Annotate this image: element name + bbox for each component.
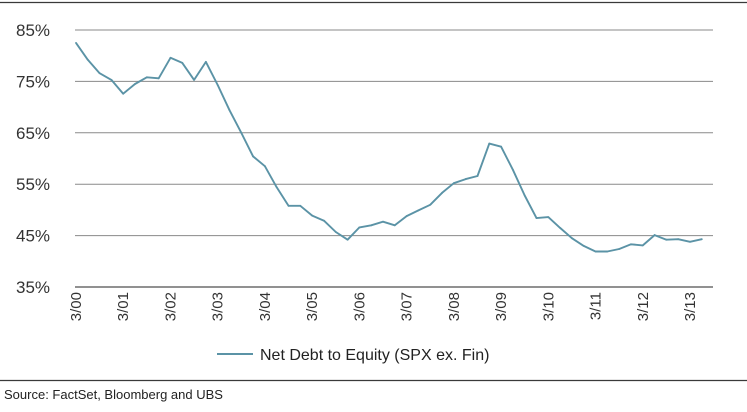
data-point [240, 131, 243, 134]
data-point [452, 182, 455, 185]
data-point [75, 41, 77, 44]
y-axis-labels: 85% 75% 65% 55% 45% 35% [16, 21, 50, 297]
x-tick-label: 3/04 [257, 292, 274, 321]
y-tick-label: 65% [16, 124, 50, 143]
data-point [500, 145, 502, 148]
x-tick-label: 3/10 [540, 292, 557, 321]
data-point [323, 219, 325, 222]
x-tick-label: 3/05 [304, 292, 321, 321]
data-point [523, 194, 526, 197]
data-point [464, 178, 467, 180]
data-point [405, 215, 408, 217]
x-tick-label: 3/07 [399, 292, 416, 321]
y-tick-label: 35% [16, 278, 50, 297]
data-point [630, 243, 632, 246]
data-point [311, 214, 314, 217]
data-point [618, 248, 621, 250]
x-tick-label: 3/00 [68, 292, 85, 321]
gridlines [75, 29, 713, 288]
line-chart: 85%75%65%55%45%35% 3/00 3/01 3/02 3/03 3/04 3… [0, 1, 747, 382]
y-tick-label: 55% [16, 175, 50, 194]
legend-label: Net Debt to Equity (SPX ex. Fin) [260, 347, 489, 364]
x-tick-label: 3/01 [115, 292, 132, 321]
x-axis-labels: 3/00 3/01 3/02 3/03 3/04 3/05 3/06 3/07 3/08 3/09… [68, 292, 699, 321]
data-point [582, 244, 585, 247]
y-tick-label: 75% [16, 72, 50, 91]
data-point [204, 60, 207, 63]
data-point [169, 56, 172, 59]
data-point [287, 204, 290, 207]
data-point [145, 76, 148, 79]
x-tick-label: 3/12 [635, 292, 652, 321]
plot-area [75, 41, 703, 253]
data-point [98, 72, 101, 75]
x-tick-label: 3/11 [588, 292, 605, 320]
data-point [334, 231, 337, 233]
data-point [134, 83, 136, 85]
series-line [75, 42, 703, 253]
data-point [86, 58, 89, 61]
data-point [417, 209, 420, 212]
data-point [346, 238, 349, 241]
data-point [382, 220, 384, 223]
data-point [228, 109, 231, 112]
data-point [476, 175, 479, 177]
data-point [122, 92, 125, 95]
data-point [641, 244, 644, 247]
data-point [181, 61, 184, 64]
data-point [511, 168, 514, 171]
data-point [429, 203, 432, 206]
data-point [689, 240, 691, 243]
data-point [358, 226, 361, 229]
x-tick-label: 3/06 [351, 292, 368, 321]
data-point [571, 237, 573, 240]
data-point [157, 77, 160, 80]
y-tick-label: 85% [16, 21, 50, 40]
legend: Net Debt to Equity (SPX ex. Fin) [217, 347, 489, 364]
data-point [665, 238, 668, 241]
data-point [299, 204, 302, 207]
data-point [535, 217, 538, 220]
data-point [606, 250, 609, 253]
x-tick-label: 3/02 [162, 292, 179, 321]
x-tick-label: 3/03 [210, 292, 227, 321]
data-point [488, 142, 491, 145]
data-point [370, 224, 373, 227]
x-tick-label: 3/13 [682, 292, 699, 321]
source-note: Source: FactSet, Bloomberg and UBS [4, 387, 223, 402]
data-point [547, 216, 550, 218]
data-point [653, 234, 656, 236]
data-point [393, 224, 396, 227]
x-tick-label: 3/08 [446, 292, 463, 321]
data-point [275, 186, 278, 189]
data-point [252, 155, 255, 158]
data-point [193, 78, 195, 81]
data-point [110, 78, 113, 81]
data-point [441, 192, 443, 194]
data-point [594, 250, 597, 253]
data-point [677, 238, 680, 241]
data-point [559, 226, 562, 229]
x-tick-label: 3/09 [493, 292, 510, 321]
data-point [264, 165, 266, 168]
y-tick-label: 45% [16, 227, 50, 246]
data-point [216, 84, 219, 86]
data-point [700, 238, 703, 241]
